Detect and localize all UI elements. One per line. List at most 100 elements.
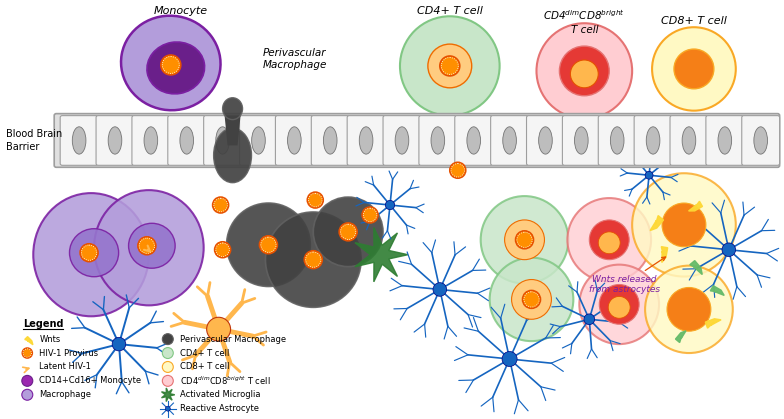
Text: Latent HIV-1: Latent HIV-1 bbox=[39, 362, 91, 372]
Circle shape bbox=[162, 375, 173, 386]
Circle shape bbox=[645, 266, 733, 353]
FancyBboxPatch shape bbox=[240, 116, 278, 165]
Text: Legend: Legend bbox=[24, 319, 64, 329]
FancyBboxPatch shape bbox=[96, 116, 134, 165]
Polygon shape bbox=[661, 247, 668, 262]
Circle shape bbox=[568, 198, 651, 282]
Circle shape bbox=[608, 296, 630, 318]
Circle shape bbox=[212, 197, 229, 213]
FancyBboxPatch shape bbox=[275, 116, 314, 165]
FancyBboxPatch shape bbox=[60, 116, 98, 165]
Circle shape bbox=[433, 283, 447, 296]
Circle shape bbox=[22, 348, 32, 358]
Polygon shape bbox=[224, 116, 241, 145]
Ellipse shape bbox=[682, 127, 695, 154]
FancyBboxPatch shape bbox=[419, 116, 457, 165]
Text: CD4$^{dim}$CD8$^{bright}$ T cell: CD4$^{dim}$CD8$^{bright}$ T cell bbox=[180, 375, 270, 387]
Ellipse shape bbox=[129, 223, 175, 268]
FancyBboxPatch shape bbox=[204, 116, 241, 165]
Ellipse shape bbox=[108, 127, 122, 154]
FancyBboxPatch shape bbox=[347, 116, 385, 165]
Ellipse shape bbox=[121, 16, 220, 110]
Text: Wnts: Wnts bbox=[39, 335, 60, 344]
FancyBboxPatch shape bbox=[168, 116, 205, 165]
Circle shape bbox=[314, 197, 383, 266]
Circle shape bbox=[481, 196, 568, 284]
Polygon shape bbox=[650, 215, 663, 230]
Ellipse shape bbox=[180, 127, 194, 154]
Ellipse shape bbox=[718, 127, 731, 154]
Text: Perivascular
Macrophage: Perivascular Macrophage bbox=[263, 48, 327, 70]
Text: CD4+ T cell: CD4+ T cell bbox=[417, 6, 483, 16]
Polygon shape bbox=[676, 331, 686, 343]
Ellipse shape bbox=[754, 127, 768, 154]
Circle shape bbox=[505, 220, 544, 260]
FancyBboxPatch shape bbox=[742, 116, 779, 165]
Polygon shape bbox=[706, 319, 721, 328]
Polygon shape bbox=[690, 261, 702, 274]
FancyBboxPatch shape bbox=[383, 116, 421, 165]
Ellipse shape bbox=[216, 127, 230, 154]
Circle shape bbox=[722, 243, 735, 256]
Text: CD4$^{dim}$CD8$^{bright}$
T cell: CD4$^{dim}$CD8$^{bright}$ T cell bbox=[543, 8, 625, 34]
Circle shape bbox=[590, 220, 629, 260]
Ellipse shape bbox=[288, 127, 301, 154]
Text: CD8+ T cell: CD8+ T cell bbox=[180, 362, 229, 372]
Text: CD8+ T cell: CD8+ T cell bbox=[661, 16, 727, 26]
Circle shape bbox=[490, 258, 573, 341]
Circle shape bbox=[80, 244, 98, 261]
Circle shape bbox=[162, 334, 173, 344]
Circle shape bbox=[138, 237, 156, 255]
Ellipse shape bbox=[539, 127, 552, 154]
Circle shape bbox=[386, 200, 394, 210]
Text: Reactive Astrocyte: Reactive Astrocyte bbox=[180, 404, 259, 413]
Circle shape bbox=[162, 348, 173, 359]
Circle shape bbox=[536, 23, 632, 119]
Circle shape bbox=[266, 212, 361, 308]
Circle shape bbox=[304, 251, 322, 269]
Circle shape bbox=[516, 231, 533, 249]
Circle shape bbox=[307, 192, 323, 208]
Circle shape bbox=[560, 46, 609, 96]
Circle shape bbox=[400, 16, 499, 116]
Circle shape bbox=[22, 375, 33, 386]
Circle shape bbox=[161, 55, 181, 75]
Circle shape bbox=[571, 60, 598, 88]
Circle shape bbox=[362, 207, 378, 223]
Circle shape bbox=[207, 317, 230, 341]
Circle shape bbox=[227, 203, 310, 287]
FancyBboxPatch shape bbox=[706, 116, 744, 165]
Circle shape bbox=[22, 389, 33, 400]
Polygon shape bbox=[688, 201, 702, 211]
Circle shape bbox=[598, 232, 620, 254]
Ellipse shape bbox=[611, 127, 624, 154]
Circle shape bbox=[522, 290, 540, 308]
Circle shape bbox=[652, 27, 735, 111]
Ellipse shape bbox=[575, 127, 588, 154]
Circle shape bbox=[599, 285, 639, 324]
Circle shape bbox=[339, 223, 358, 241]
Ellipse shape bbox=[144, 127, 158, 154]
Circle shape bbox=[645, 171, 653, 179]
Text: Macrophage: Macrophage bbox=[39, 390, 91, 399]
Text: HIV-1 Provirus: HIV-1 Provirus bbox=[39, 349, 98, 357]
Polygon shape bbox=[355, 228, 408, 282]
Circle shape bbox=[584, 314, 595, 325]
Circle shape bbox=[428, 44, 472, 88]
FancyBboxPatch shape bbox=[527, 116, 564, 165]
Circle shape bbox=[162, 362, 173, 372]
Ellipse shape bbox=[94, 190, 204, 305]
Ellipse shape bbox=[252, 127, 265, 154]
FancyBboxPatch shape bbox=[491, 116, 528, 165]
Ellipse shape bbox=[72, 127, 86, 154]
Ellipse shape bbox=[503, 127, 517, 154]
Text: Monocyte: Monocyte bbox=[154, 6, 208, 16]
Polygon shape bbox=[25, 336, 33, 345]
Text: Blood Brain
Barrier: Blood Brain Barrier bbox=[6, 129, 63, 152]
Ellipse shape bbox=[646, 127, 660, 154]
Circle shape bbox=[165, 406, 170, 411]
Ellipse shape bbox=[33, 193, 149, 316]
Circle shape bbox=[674, 49, 714, 89]
Circle shape bbox=[450, 162, 466, 178]
Text: CD4+ T cell: CD4+ T cell bbox=[180, 349, 229, 357]
